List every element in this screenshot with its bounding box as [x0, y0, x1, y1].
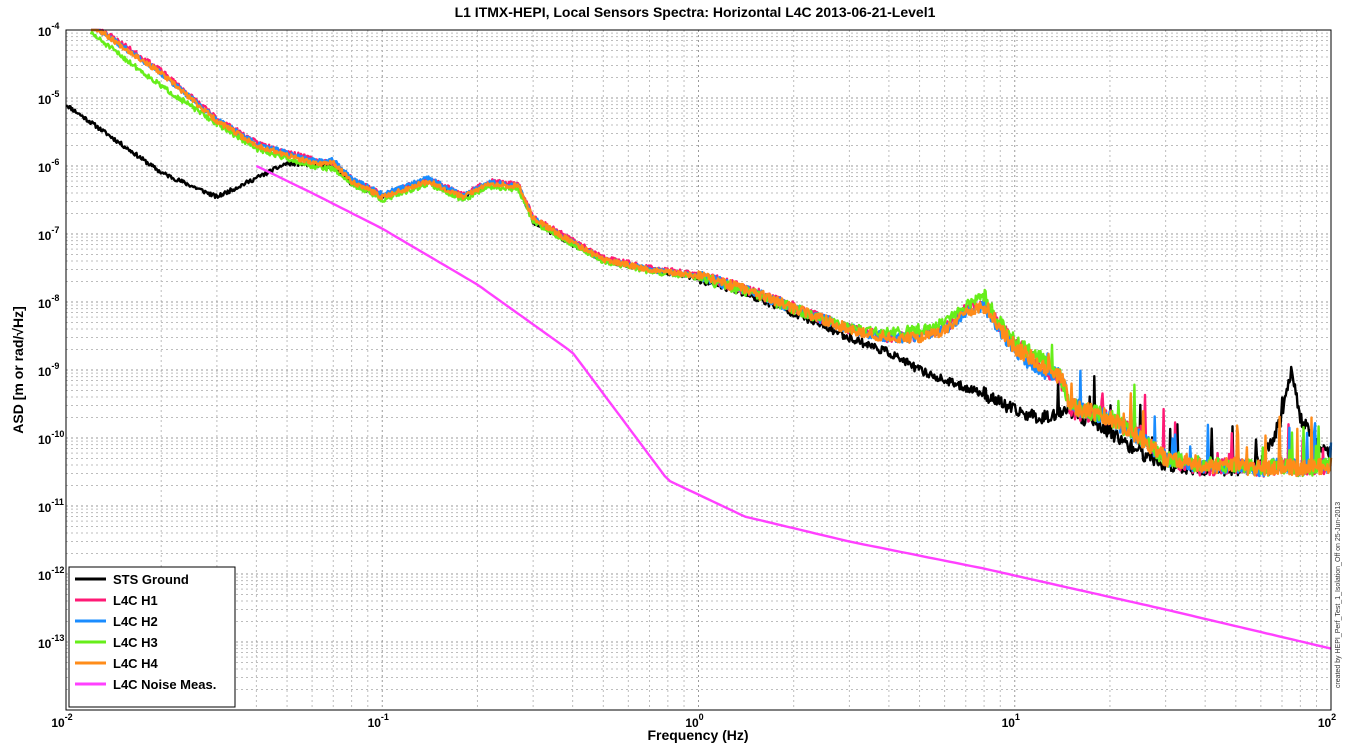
y-tick-label: 10-12 — [38, 565, 64, 583]
plot-frame — [65, 29, 1332, 711]
y-tick-label: 10-13 — [38, 633, 64, 651]
x-tick-label: 102 — [1318, 712, 1336, 730]
x-tick-label: 101 — [1002, 712, 1020, 730]
legend-entry: STS Ground — [113, 572, 189, 587]
y-tick-label: 10-8 — [38, 293, 59, 311]
y-axis-label: ASD [m or rad/√Hz] — [10, 306, 26, 433]
y-tick-label: 10-11 — [38, 497, 64, 515]
x-tick-label: 10-2 — [51, 712, 72, 730]
legend: STS Ground L4C H1 L4C H2 L4C H3 L4C H4 L4C No… — [68, 566, 236, 708]
grid-lines — [65, 30, 1331, 711]
x-axis-label: Frequency (Hz) — [647, 727, 748, 743]
legend-entry: L4C H4 — [113, 656, 159, 671]
legend-entry: L4C H2 — [113, 614, 158, 629]
legend-entry: L4C H3 — [113, 635, 158, 650]
y-tick-label: 10-6 — [38, 157, 59, 175]
x-tick-label: 10-1 — [368, 712, 389, 730]
y-tick-label: 10-4 — [38, 21, 59, 39]
series-line — [255, 164, 1332, 650]
side-note: created by HEPI_Perf_Test_1_Isolation_Of… — [1335, 502, 1342, 688]
chart-title: L1 ITMX-HEPI, Local Sensors Spectra: Hor… — [455, 4, 936, 20]
series-line — [90, 28, 1333, 478]
legend-entry: L4C H1 — [113, 593, 158, 608]
x-tick-label: 100 — [685, 712, 703, 730]
y-tick-label: 10-7 — [38, 225, 59, 243]
y-tick-label: 10-5 — [38, 89, 59, 107]
tick-labels: 10-2 10-1 100 101 102 10-4 10-5 10-6 10-7 10-8 10-… — [38, 21, 1336, 730]
legend-entry: L4C Noise Meas. — [113, 677, 216, 692]
y-tick-label: 10-10 — [38, 429, 64, 447]
series-lines — [65, 28, 1333, 650]
y-tick-label: 10-9 — [38, 361, 59, 379]
